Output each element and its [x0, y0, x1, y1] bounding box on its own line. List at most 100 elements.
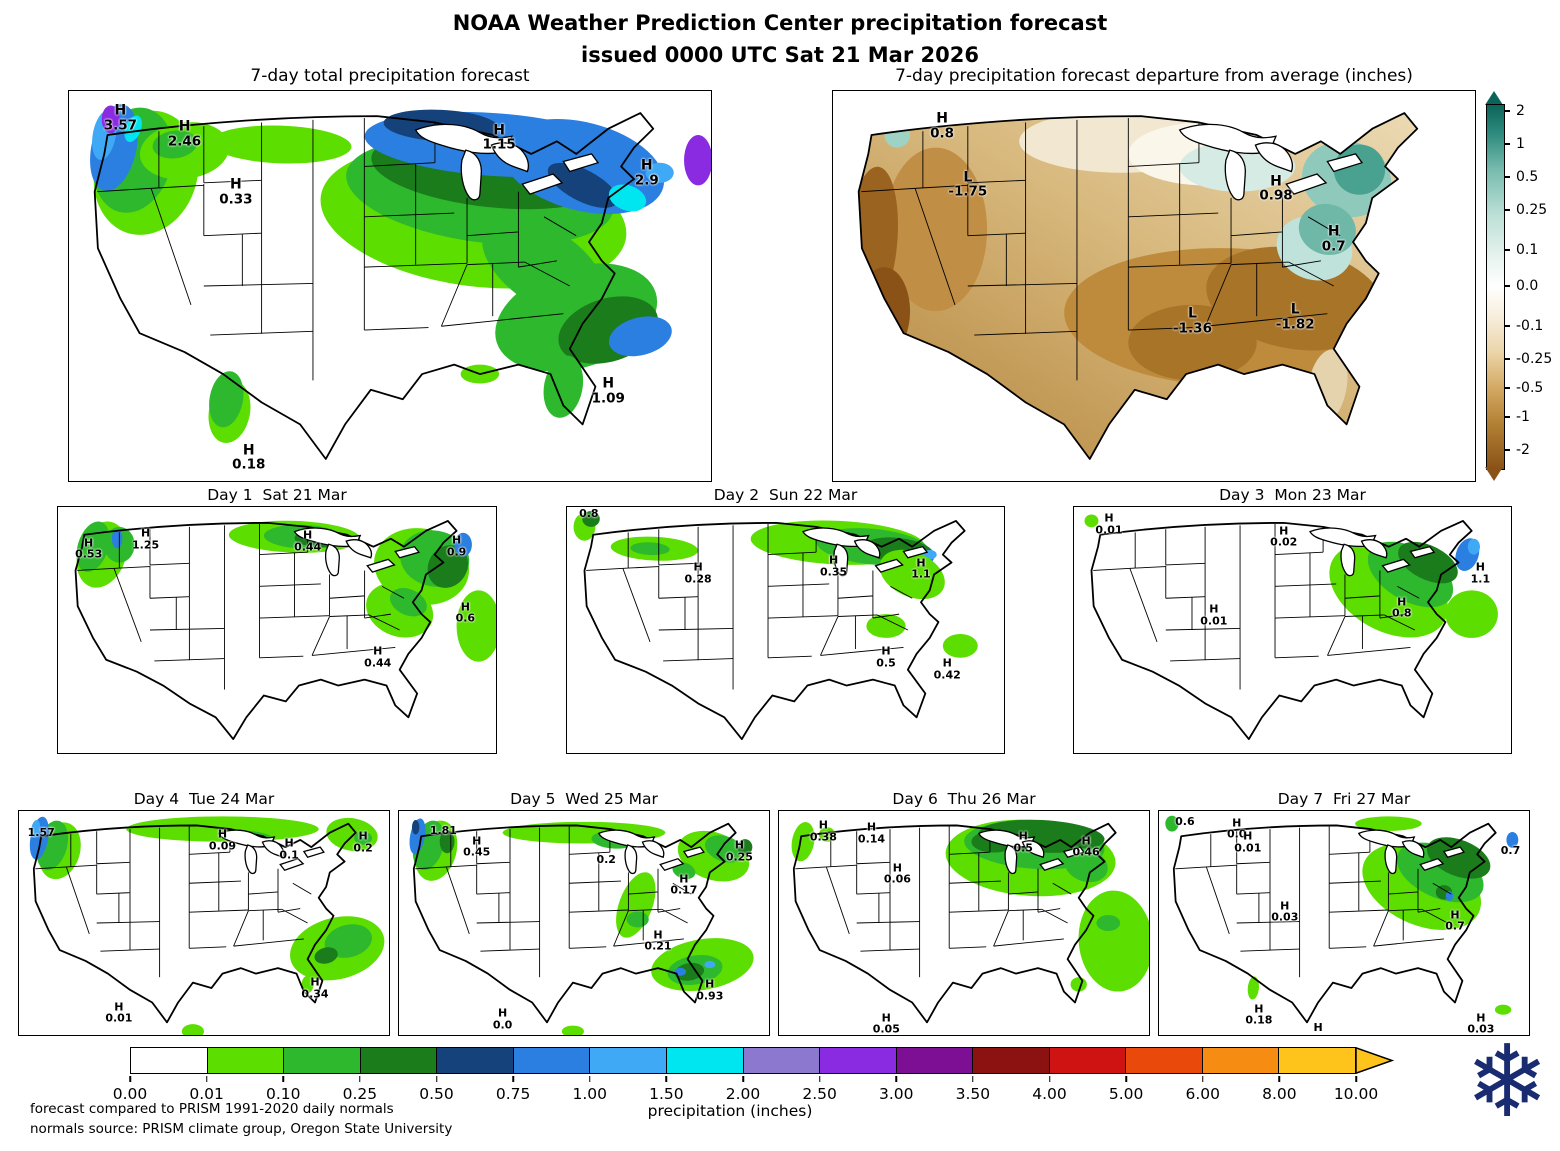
day6-map: [779, 819, 1149, 1035]
precip-colorbar-segment: [359, 1048, 437, 1073]
departure-colorbar-top-arrow: [1485, 91, 1503, 105]
us-outline: [794, 824, 1116, 1023]
precip-colorbar-segment: [819, 1048, 896, 1073]
snowflake-icon: ❄: [1465, 1023, 1549, 1140]
map-panel-day5: Day 5 Wed 25 Mar 1.81 H 0.45 0.2 H 0.17 H 0.25 H 0…: [398, 790, 770, 1036]
great-lakes-outline: [280, 859, 303, 871]
great-lakes-outline: [1005, 845, 1017, 874]
precip-colorbar-tick: [742, 1076, 744, 1082]
precip-colorbar-tick: [1202, 1076, 1204, 1082]
great-lakes-outline: [1064, 847, 1084, 857]
precip-colorbar-tick: [1048, 1076, 1051, 1082]
departure-colorbar-bottom-arrow: [1485, 467, 1503, 481]
great-lakes-outline: [1383, 559, 1410, 572]
precip-colorbar-tick-label: 0.25: [342, 1085, 378, 1103]
precip-colorbar-tick: [205, 1076, 208, 1082]
departure-colorbar-tick-label: 0.25: [1516, 201, 1548, 218]
map-panel-7day-departure: 7-day precipitation forecast departure f…: [832, 66, 1476, 482]
great-lakes-outline: [461, 150, 481, 200]
precip-colorbar-tick-label: 3.50: [955, 1085, 991, 1103]
day1-title: Day 1 Sat 21 Mar: [207, 486, 347, 504]
page-title-line1: NOAA Weather Prediction Center precipita…: [452, 11, 1108, 35]
departure-colorbar-gradient: [1486, 104, 1505, 470]
footnote-line2: normals source: PRISM climate group, Ore…: [30, 1120, 453, 1137]
precip-colorbar-tick: [282, 1076, 284, 1082]
precip-colorbar-tick-label: 6.00: [1185, 1085, 1221, 1103]
precip-colorbar-tick: [359, 1076, 361, 1082]
great-lakes-outline: [367, 559, 394, 572]
great-lakes-outline: [660, 859, 683, 871]
us-outline: [95, 113, 654, 459]
departure-colorbar-tick: [1504, 386, 1510, 389]
precip-colorbar-tick-label: 1.00: [572, 1085, 608, 1103]
great-lakes-outline: [1327, 154, 1362, 172]
us-outline: [1174, 824, 1496, 1023]
great-lakes-outline: [625, 845, 637, 874]
great-lakes-outline: [1420, 859, 1443, 871]
precip-colorbar-segment: [972, 1048, 1049, 1073]
departure-colorbar-tick: [1504, 110, 1510, 113]
great-lakes-outline: [1410, 547, 1434, 558]
day6-title: Day 6 Thu 26 Mar: [892, 790, 1036, 808]
great-lakes-outline: [684, 847, 704, 857]
precip-colorbar-tick: [665, 1076, 668, 1082]
great-lakes-outline: [642, 841, 663, 857]
departure-7day-title: 7-day precipitation forecast departure f…: [895, 66, 1413, 86]
great-lakes-outline: [522, 174, 562, 194]
day4-map: [29, 816, 385, 1035]
precip-colorbar-segment: [1201, 1048, 1279, 1073]
us-outline: [1091, 521, 1471, 739]
precip-colorbar-tick-label: 2.00: [725, 1085, 761, 1103]
great-lakes-outline: [395, 547, 419, 558]
precip-colorbar-tick-label: 2.50: [802, 1085, 837, 1103]
day7-map: [1165, 815, 1519, 1035]
precip-colorbar-tick-label: 0.10: [265, 1085, 301, 1103]
precip-colorbar-tick-label: 8.00: [1262, 1085, 1297, 1103]
departure-colorbar-tick: [1504, 285, 1510, 287]
map-panel-day3: Day 3 Mon 23 Mar H 0.01 H 0.02 H 0.01 H 0.8 H 1.1: [1073, 486, 1512, 754]
day5-map: [409, 818, 754, 1035]
departure-colorbar: 2 1 0.5 0.25 0.1 0.0 -0.1 -0.25 -0.5 -1 -2: [1485, 91, 1552, 481]
departure-colorbar-tick: [1504, 248, 1510, 251]
precip-colorbar-tick-label: 4.00: [1032, 1085, 1067, 1103]
great-lakes-outline: [491, 143, 528, 172]
precip-colorbar-tick-label: 0.01: [189, 1085, 224, 1103]
day3-map: [1084, 514, 1498, 753]
precip-colorbar-segment: [206, 1048, 284, 1073]
departure-colorbar-tick-label: 2: [1516, 103, 1525, 120]
departure-colorbar-tick-label: 0.0: [1516, 278, 1539, 294]
great-lakes-outline: [304, 847, 324, 857]
precip-colorbar-tick: [1125, 1076, 1127, 1082]
great-lakes-outline: [1341, 544, 1355, 575]
great-lakes-outline: [1385, 845, 1397, 874]
great-lakes-outline: [1444, 847, 1464, 857]
us-outline: [859, 113, 1418, 459]
great-lakes-outline: [563, 154, 598, 172]
map-panel-day6: Day 6 Thu 26 Mar H 0.38 H 0.14 H 0.06 H 0.5 H 0.46…: [778, 790, 1150, 1036]
us-outline: [584, 521, 964, 739]
day1-map: [58, 507, 496, 753]
departure-colorbar-tick-label: -0.25: [1516, 350, 1553, 367]
day3-title: Day 3 Mon 23 Mar: [1219, 486, 1366, 504]
precip-colorbar-segment: [665, 1048, 743, 1073]
footnote: forecast compared to PRISM 1991-2020 dai…: [30, 1100, 452, 1139]
great-lakes-outline: [1022, 841, 1043, 857]
precip-colorbar-tick: [972, 1076, 974, 1082]
departure-colorbar-tick-label: -0.5: [1516, 379, 1544, 396]
day2-title: Day 2 Sun 22 Mar: [713, 486, 858, 504]
departure-colorbar-tick: [1504, 357, 1510, 360]
great-lakes-outline: [262, 841, 283, 857]
us-outline: [34, 824, 356, 1023]
precip-colorbar-segment: [1278, 1048, 1355, 1073]
precip-colorbar-segment: [512, 1048, 590, 1073]
precip-colorbar-segment: [283, 1048, 360, 1073]
precip-colorbar-tick: [589, 1076, 591, 1082]
precip-colorbar-tick: [129, 1076, 131, 1082]
great-lakes-outline: [876, 559, 903, 572]
precip-colorbar-segment: [436, 1048, 513, 1073]
departure-colorbar-tick: [1504, 416, 1510, 419]
great-lakes-outline: [326, 544, 340, 575]
precip-colorbar-arrow: [1356, 1047, 1395, 1074]
precip-colorbar-tick-label: 10.00: [1333, 1085, 1379, 1103]
